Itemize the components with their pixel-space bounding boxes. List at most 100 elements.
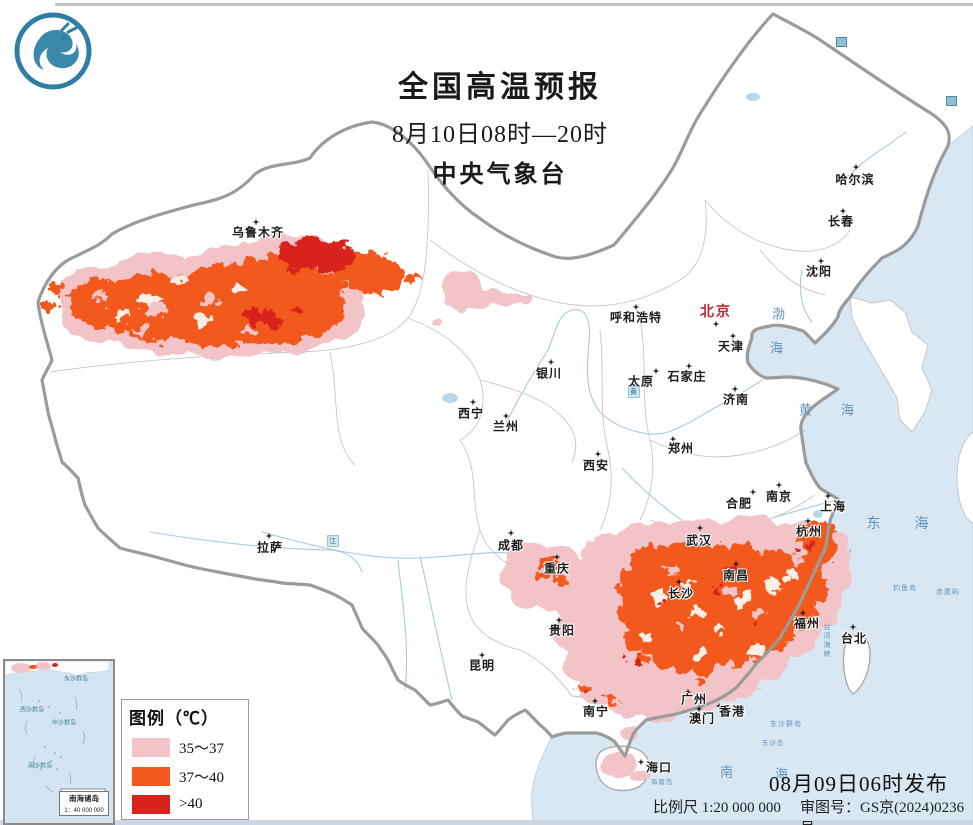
city-dot — [824, 492, 832, 500]
legend-swatch-red — [132, 795, 170, 814]
legend-row: 37～40 — [132, 766, 248, 787]
city-label: 兰州 — [492, 419, 520, 434]
sea-label: 赤尾屿 — [936, 588, 960, 596]
city-dot — [749, 488, 757, 496]
city-dot — [849, 623, 857, 631]
agency-name: 中央气象台 — [432, 162, 568, 188]
publish-time: 08月09日06时发布 — [769, 772, 948, 796]
city-label: 西宁 — [457, 406, 485, 421]
city-dot — [799, 609, 807, 617]
city-dot — [637, 758, 645, 766]
sea-label: 渤 — [771, 306, 787, 322]
city-label: 上海 — [819, 499, 847, 514]
city-dot — [553, 553, 561, 561]
city-label: 武汉 — [685, 533, 713, 548]
map-frame-top-line — [55, 3, 973, 6]
city-label: 石家庄 — [667, 369, 707, 384]
city-label: 澳门 — [688, 711, 716, 726]
legend-swatch-pink — [132, 738, 170, 757]
forecast-period: 8月10日08时—20时 — [392, 122, 608, 148]
city-dot — [507, 529, 515, 537]
city-label: 北京 — [700, 303, 732, 319]
city-label: 乌鲁木齐 — [231, 225, 285, 240]
city-dot — [632, 303, 640, 311]
city-dot — [817, 257, 825, 265]
sea-label: 南 — [719, 764, 735, 780]
city-label: 拉萨 — [256, 540, 284, 555]
city-label: 南宁 — [582, 704, 610, 719]
sea-label: 东 — [866, 517, 882, 532]
inset-caption-title: 南海诸岛 — [69, 794, 99, 803]
city-label: 台北 — [840, 631, 868, 646]
city-dot — [685, 362, 693, 370]
city-dot — [669, 435, 677, 443]
foreign-land — [849, 296, 973, 524]
city-label: 成都 — [497, 538, 525, 553]
city-label: 昆明 — [468, 658, 496, 673]
city-dot — [696, 524, 704, 532]
city-dot — [594, 450, 602, 458]
city-label: 天津 — [717, 339, 745, 354]
city-label: 福州 — [793, 616, 821, 631]
city-dot — [712, 320, 720, 328]
city-label: 太原 — [627, 374, 655, 389]
city-label: 西安 — [582, 458, 610, 473]
city-dot — [732, 560, 740, 568]
city-dot — [547, 358, 555, 366]
sea-label: 海 — [774, 766, 790, 782]
sea-label: 海南岛 — [650, 779, 674, 786]
city-dot — [731, 385, 739, 393]
city-dot — [555, 616, 563, 624]
city-label: 重庆 — [543, 561, 571, 576]
city-label: 贵阳 — [548, 623, 576, 638]
city-dot — [695, 705, 703, 713]
heat-mottle-pink — [92, 290, 806, 629]
page-title: 全国高温预报 — [398, 71, 602, 104]
rivers — [149, 131, 907, 708]
city-label: 呼和浩特 — [609, 310, 663, 325]
legend-title: 图例（℃） — [129, 709, 219, 728]
inset-caption-scale: 1：40 000 000 — [64, 808, 104, 814]
map-tick-marker — [836, 37, 847, 47]
city-dot — [839, 207, 847, 215]
sea-label: 东沙岛 — [761, 740, 785, 747]
city-dot — [775, 481, 783, 489]
inset-label: 东沙群岛 — [63, 676, 89, 683]
city-label: 长春 — [827, 214, 855, 229]
legend-swatch-orange — [132, 767, 170, 786]
sea-label: 钓鱼岛 — [893, 584, 917, 592]
legend-label: >40 — [179, 796, 203, 812]
city-dot — [502, 412, 510, 420]
legend-label: 37～40 — [179, 770, 225, 786]
city-dot — [684, 688, 692, 696]
approval-number: 审图号：GS京(2024)0236号 — [800, 800, 965, 825]
city-label: 哈尔滨 — [835, 172, 875, 187]
title-block: 全国高温预报 8月10日08时—20时 中央气象台 — [392, 62, 608, 189]
sea-label: 海 — [914, 517, 930, 532]
city-dot — [715, 702, 723, 710]
city-label: 香港 — [718, 704, 746, 719]
sea-label: 黄 — [798, 402, 814, 418]
sea-label: 海 — [769, 340, 785, 356]
national-border — [36, 12, 951, 758]
city-label: 长沙 — [667, 586, 695, 601]
sea-label: 海 — [840, 402, 856, 418]
map-frame-bottom-line — [0, 820, 973, 825]
sea-label: 台湾海峡 — [823, 623, 831, 659]
inset-label: 中沙群岛 — [51, 720, 77, 727]
legend-label: 35～37 — [179, 741, 225, 757]
city-dot — [729, 332, 737, 340]
inset-label: 西沙群岛 — [19, 707, 45, 714]
city-label: 杭州 — [795, 524, 823, 539]
inset-label: 南沙群岛 — [27, 763, 53, 770]
heat-mottle-white — [112, 275, 798, 660]
map-tick-marker — [946, 96, 957, 106]
sea-label: 东沙群岛 — [770, 720, 802, 728]
city-label: 济南 — [722, 392, 750, 407]
city-label: 沈阳 — [805, 264, 833, 279]
river-tag-label: 黄 — [628, 386, 640, 398]
inset-caption: 南海诸岛 1：40 000 000 — [59, 791, 109, 816]
city-dot — [478, 651, 486, 659]
city-label: 银川 — [535, 366, 563, 381]
